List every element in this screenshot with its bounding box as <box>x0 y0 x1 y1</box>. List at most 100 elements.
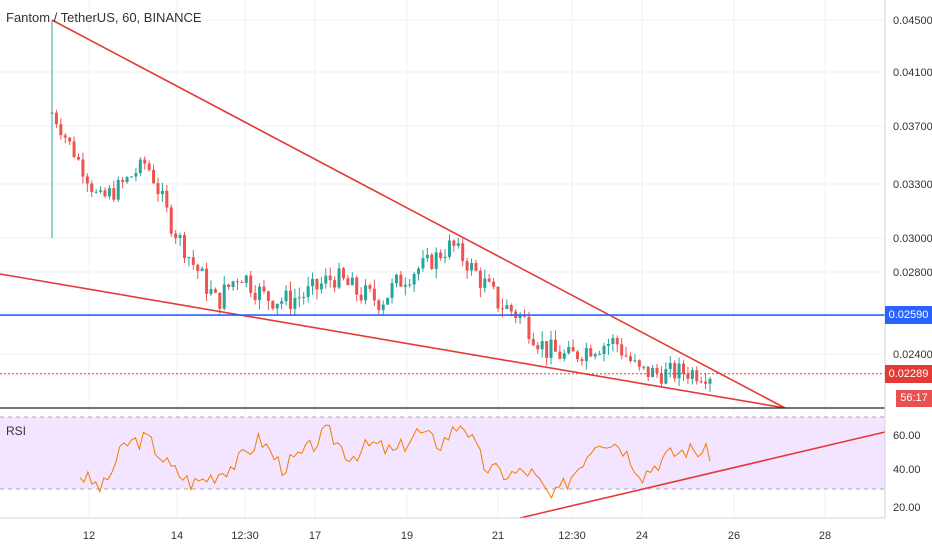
candle-body <box>531 339 535 346</box>
candle-body <box>125 177 129 183</box>
price-tick-label: 0.03700 <box>893 121 932 133</box>
candle-body <box>138 159 142 174</box>
candle-body <box>394 274 398 284</box>
candle-body <box>611 338 615 345</box>
rsi-layer <box>79 424 886 519</box>
x-tick-label: 19 <box>401 530 413 542</box>
candle-body <box>346 278 350 286</box>
candle-body <box>333 280 337 288</box>
candle-body <box>606 344 610 346</box>
candle-body <box>196 264 200 271</box>
x-tick-label: 28 <box>819 530 831 542</box>
rsi-band <box>0 416 885 490</box>
candle-body <box>315 279 319 290</box>
candle-body <box>253 292 257 300</box>
candle-body <box>121 179 125 183</box>
candle-body <box>288 290 292 309</box>
candle-body <box>461 243 465 262</box>
candle-body <box>629 356 633 361</box>
support-price-badge: 0.02590 <box>885 306 932 325</box>
candle-body <box>390 283 394 298</box>
candle-body <box>355 277 359 295</box>
candle-body <box>478 270 482 288</box>
candle-body <box>487 278 491 282</box>
candle-body <box>169 207 173 234</box>
candle-body <box>708 378 712 384</box>
candle-body <box>562 353 566 359</box>
candle-body <box>408 284 412 286</box>
candle-body <box>341 268 345 279</box>
candle-body <box>637 360 641 367</box>
candle-body <box>434 252 438 269</box>
candle-body <box>655 367 659 374</box>
price-tick-label: 0.03300 <box>893 179 932 191</box>
candle-body <box>412 274 416 285</box>
candle-body <box>85 176 89 184</box>
candle-body <box>174 233 178 238</box>
candle-body <box>699 381 703 383</box>
x-tick-label: 21 <box>492 530 504 542</box>
candle-body <box>134 173 138 177</box>
candle-body <box>430 254 434 269</box>
candle-body <box>81 159 85 177</box>
candle-body <box>496 286 500 309</box>
candle-body <box>474 263 478 271</box>
candle-body <box>646 366 650 378</box>
price-tick-label: 0.02800 <box>893 267 932 279</box>
candle-body <box>143 159 147 164</box>
candle-body <box>160 190 164 195</box>
candle-body <box>129 176 133 178</box>
candle-body <box>443 256 447 259</box>
candle-body <box>553 339 557 352</box>
lines-layer <box>0 19 885 409</box>
candle-body <box>673 363 677 379</box>
candle-body <box>231 281 235 288</box>
candle-body <box>209 289 213 294</box>
candle-body <box>576 351 580 360</box>
candle-body <box>68 137 72 142</box>
candle-body <box>540 341 544 350</box>
candle-body <box>651 367 655 378</box>
candle-body <box>421 258 425 269</box>
candle-body <box>425 254 429 259</box>
candle-body <box>368 285 372 289</box>
candle-body <box>293 297 297 309</box>
candle-body <box>165 190 169 208</box>
candle-body <box>337 268 341 288</box>
candle-body <box>187 257 191 259</box>
candle-body <box>465 261 469 271</box>
candle-body <box>527 316 531 340</box>
candle-body <box>377 300 381 311</box>
price-tick-label: 0.02400 <box>893 349 932 361</box>
candle-body <box>659 373 663 384</box>
axis-layer: 0.04500 0.04100 0.03700 0.03300 0.03000 0.028… <box>0 0 932 542</box>
candle-body <box>72 141 76 157</box>
candle-body <box>695 370 699 382</box>
candle-body <box>580 359 584 362</box>
price-tick-label: 0.03000 <box>893 233 932 245</box>
x-tick-label: 24 <box>636 530 648 542</box>
rsi-tick-label: 60.00 <box>893 430 921 442</box>
last-price-badge: 0.02289 <box>885 364 932 383</box>
candle-body <box>280 301 284 304</box>
candle-body <box>593 354 597 357</box>
candle-body <box>156 183 160 195</box>
candle-body <box>571 346 575 352</box>
candle-body <box>240 281 244 283</box>
candle-body <box>359 294 363 301</box>
candle-body <box>107 188 111 197</box>
candle-body <box>386 297 390 305</box>
candle-body <box>147 163 151 170</box>
candle-body <box>275 303 279 309</box>
candle-body <box>399 274 403 287</box>
candle-body <box>642 366 646 368</box>
candle-body <box>63 135 67 138</box>
candle-body <box>112 188 116 200</box>
x-tick-label: 12 <box>83 530 95 542</box>
candle-body <box>227 284 231 288</box>
candle-body <box>536 345 540 350</box>
candle-body <box>686 373 690 379</box>
candle-body <box>518 314 522 318</box>
rsi-tick-label: 40.00 <box>893 464 921 476</box>
